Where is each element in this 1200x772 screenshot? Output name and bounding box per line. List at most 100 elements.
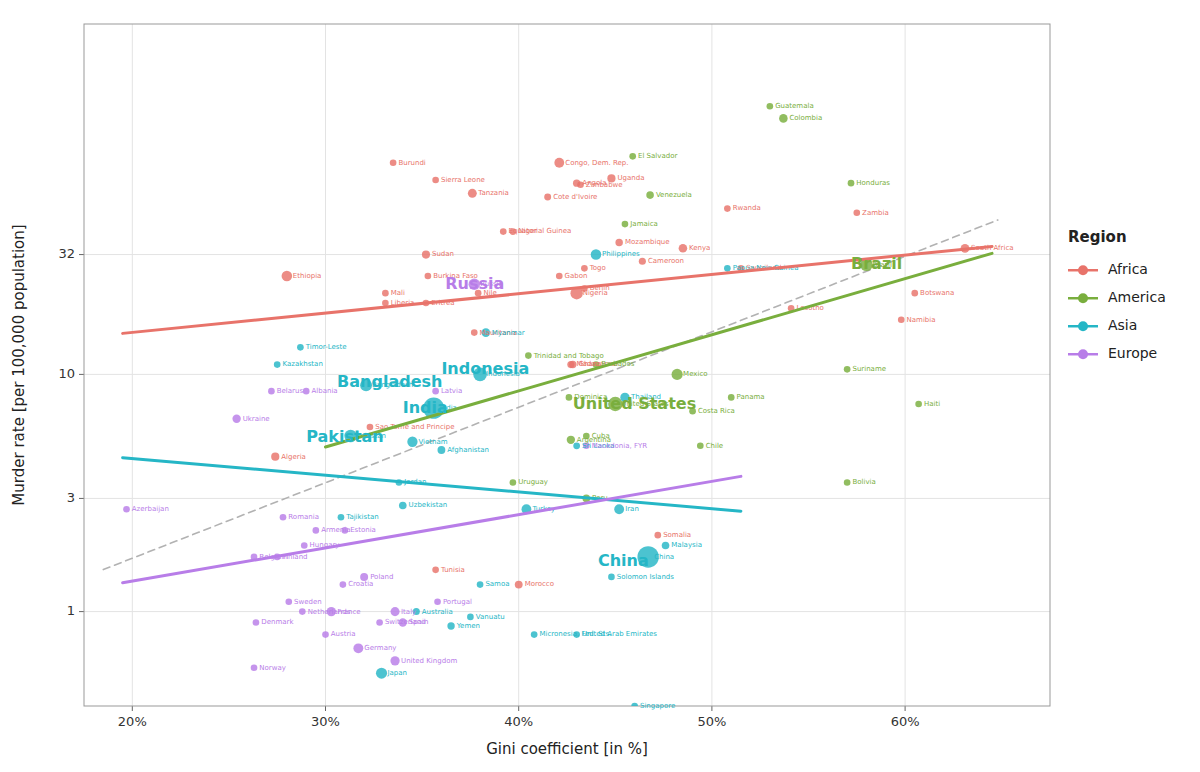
country-point (898, 316, 905, 323)
country-point (322, 631, 329, 638)
country-point (447, 622, 454, 629)
country-label: Macedonia, FYR (592, 442, 648, 450)
country-label: Australia (422, 608, 453, 616)
x-grid-line (711, 24, 712, 706)
country-point (438, 446, 446, 454)
country-point (767, 103, 774, 110)
country-point (629, 153, 636, 160)
country-point (253, 619, 260, 626)
country-label: Kazakhstan (283, 360, 323, 368)
country-label: Guatemala (775, 102, 814, 110)
country-point (622, 221, 629, 228)
big-country-label: India (403, 398, 448, 417)
country-label: Chile (706, 442, 724, 450)
country-label: Tanzania (477, 189, 508, 197)
country-point (468, 189, 477, 198)
country-label: Zambia (862, 209, 889, 217)
country-label: Japan (387, 669, 408, 677)
y-grid-line (84, 498, 1050, 499)
country-label: Solomon Islands (617, 573, 675, 581)
country-point (672, 369, 683, 380)
country-label: Sierra Leone (441, 176, 485, 184)
grid (84, 24, 1050, 706)
country-point (544, 193, 551, 200)
region-trend-line (123, 476, 741, 582)
country-point (510, 479, 517, 486)
country-point (338, 514, 345, 521)
country-point (654, 532, 661, 539)
country-label: Afghanistan (447, 446, 489, 454)
country-point (848, 180, 855, 187)
country-point (280, 514, 287, 521)
country-label: Somalia (663, 531, 691, 539)
region-trend-line (123, 458, 741, 512)
legend-label: Africa (1108, 261, 1148, 277)
x-tick-label: 20% (118, 714, 147, 729)
country-label: Trinidad and Tobago (533, 352, 604, 360)
country-point (581, 265, 588, 272)
country-point (556, 273, 563, 280)
country-point (614, 504, 624, 514)
country-point (566, 394, 573, 401)
country-label: Azerbaijan (132, 505, 169, 513)
x-grid-line (325, 24, 326, 706)
y-tick-mark (79, 254, 84, 255)
country-point (615, 239, 622, 246)
country-point (376, 668, 387, 679)
country-label: Austria (331, 630, 356, 638)
axes: 20%30%40%50%60%131032 (58, 24, 1050, 729)
country-label: Mexico (683, 370, 707, 378)
country-point (353, 643, 363, 653)
country-point (274, 361, 281, 368)
x-tick-mark (905, 706, 906, 711)
legend-label: Europe (1108, 345, 1157, 361)
country-label: Zimbabwe (586, 181, 623, 189)
country-point (382, 290, 389, 297)
country-point (728, 394, 735, 401)
country-point (232, 415, 240, 423)
country-label: Jamaica (629, 220, 658, 228)
country-point (268, 388, 275, 395)
country-point (500, 228, 507, 235)
country-label: Iran (625, 505, 639, 513)
country-point (639, 258, 646, 265)
legend-marker (1078, 265, 1088, 275)
country-label: Togo (589, 264, 606, 272)
country-label: Albania (312, 387, 338, 395)
country-label: Yemen (456, 622, 480, 630)
country-point (301, 542, 308, 549)
country-point (299, 608, 306, 615)
country-label: Cameroon (648, 257, 684, 265)
country-label: Rwanda (733, 204, 761, 212)
country-label: Portugal (443, 598, 472, 606)
country-label: Norway (259, 664, 286, 672)
country-point (853, 209, 860, 216)
country-label: Colombia (789, 114, 822, 122)
country-label: Tunisia (440, 566, 465, 574)
country-point (432, 177, 439, 184)
country-label: Uruguay (518, 478, 548, 486)
country-label: Sudan (432, 250, 454, 258)
big-country-label: Pakistan (306, 427, 384, 446)
country-point (467, 614, 474, 621)
country-point (697, 442, 704, 449)
country-label: Mozambique (625, 238, 670, 246)
x-tick-mark (325, 706, 326, 711)
country-point (251, 664, 258, 671)
country-point (382, 300, 389, 307)
country-label: Equatorial Guinea (509, 227, 572, 235)
country-point (567, 436, 575, 444)
country-point (662, 542, 670, 550)
country-label: Armenia (321, 526, 350, 534)
country-label: Sweden (294, 598, 322, 606)
overall-trend-line (103, 220, 998, 570)
country-point (631, 703, 638, 706)
country-point (271, 453, 279, 461)
y-grid-line (84, 374, 1050, 375)
country-label: El Salvador (638, 152, 677, 160)
country-label: Burundi (398, 159, 425, 167)
country-point (915, 401, 922, 408)
country-label: Cote d'Ivoire (553, 193, 597, 201)
y-grid-line (84, 611, 1050, 612)
country-point (724, 205, 731, 212)
